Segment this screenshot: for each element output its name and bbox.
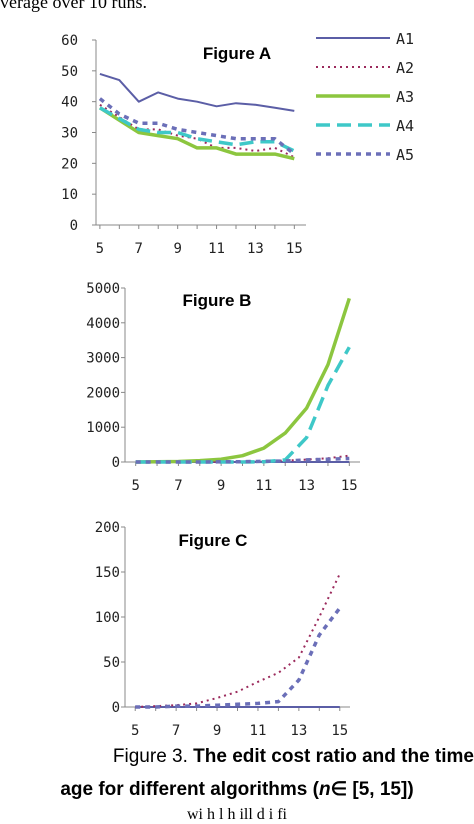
chart2-y-tick-label: 2000	[86, 385, 120, 401]
chart1-x-tick-label: 5	[96, 241, 104, 257]
chart2-title: Figure B	[183, 291, 252, 310]
chart3-x-tick-label: 15	[331, 723, 348, 739]
chart3-y-tick-label: 50	[103, 655, 120, 671]
legend-label-a3: A3	[396, 88, 414, 106]
chart2-y-tick-label: 0	[112, 455, 120, 471]
chart1-series-a5	[98, 97, 296, 156]
chart2-x-tick-label: 13	[298, 478, 315, 494]
top-caption-fragment: verage over 10 runs.	[0, 0, 147, 12]
chart1-x-tick-label: 7	[135, 241, 143, 257]
chart2-y-tick-label: 4000	[86, 316, 120, 332]
chart1-series-a1	[99, 72, 295, 112]
chart2-x-tick-label: 9	[217, 478, 225, 494]
chart2-y-tick-label: 1000	[86, 420, 120, 436]
figure-caption-line1: Figure 3. The edit cost ratio and the ti…	[0, 746, 474, 768]
chart3-x-tick-label: 7	[172, 723, 180, 739]
chart3-y-tick-label: 150	[95, 565, 120, 581]
chart1-x-tick-label: 9	[173, 241, 181, 257]
chart2-series-a3	[135, 297, 351, 464]
figure-label: Figure 3.	[112, 746, 188, 767]
legend-label-a2: A2	[396, 59, 414, 77]
chart3-x-tick-label: 13	[290, 723, 307, 739]
chart3-series-a2	[135, 573, 341, 708]
caption-line2-b: ∈ [5, 15])	[330, 779, 414, 800]
chart3-y-tick-label: 200	[95, 520, 120, 536]
chart1-y-tick-label: 40	[61, 95, 78, 111]
chart2-y-tick-label: 5000	[86, 281, 120, 297]
chart1-series-a3	[98, 106, 295, 161]
chart1-y-tick-label: 10	[61, 187, 78, 203]
figure-caption-bold: The edit cost ratio and the time	[187, 746, 474, 767]
caption-variable-n: n	[318, 779, 331, 800]
figure-caption-line2: age for different algorithms (n∈ [5, 15]…	[0, 778, 474, 801]
chart1-y-tick-label: 60	[61, 33, 78, 49]
legend-label-a1: A1	[396, 30, 414, 48]
chart3-title: Figure C	[179, 531, 248, 550]
chart1-y-tick-label: 0	[70, 218, 78, 234]
chart3-y-tick-label: 0	[112, 700, 120, 716]
chart3-x-tick-label: 9	[213, 723, 221, 739]
legend-label-a5: A5	[396, 146, 414, 164]
legend-label-a4: A4	[396, 117, 414, 135]
caption-line2-a: age for different algorithms (	[60, 779, 319, 800]
chart2-series-a4	[135, 346, 351, 464]
chart1-y-tick-label: 20	[61, 156, 78, 172]
chart3-x-tick-label: 11	[250, 723, 267, 739]
chart3-y-tick-label: 100	[95, 610, 120, 626]
chart2-x-tick-label: 5	[131, 478, 139, 494]
chart2-x-tick-label: 15	[341, 478, 358, 494]
chart3-x-tick-label: 5	[131, 723, 139, 739]
chart2-y-tick-label: 3000	[86, 351, 120, 367]
chart1-y-tick-label: 30	[61, 126, 78, 142]
chart1-series-a4	[99, 106, 296, 153]
chart1-title: Figure A	[203, 44, 271, 63]
chart1-x-tick-label: 15	[286, 241, 303, 257]
chart1-x-tick-label: 11	[208, 241, 225, 257]
chart2-x-tick-label: 11	[255, 478, 272, 494]
chart1-y-tick-label: 50	[61, 64, 78, 80]
chart2-x-tick-label: 7	[174, 478, 182, 494]
figure-caption-line3: wi h l h ill d i fi	[187, 806, 287, 823]
chart1-x-tick-label: 13	[247, 241, 264, 257]
chart3-series-a5	[135, 606, 342, 709]
